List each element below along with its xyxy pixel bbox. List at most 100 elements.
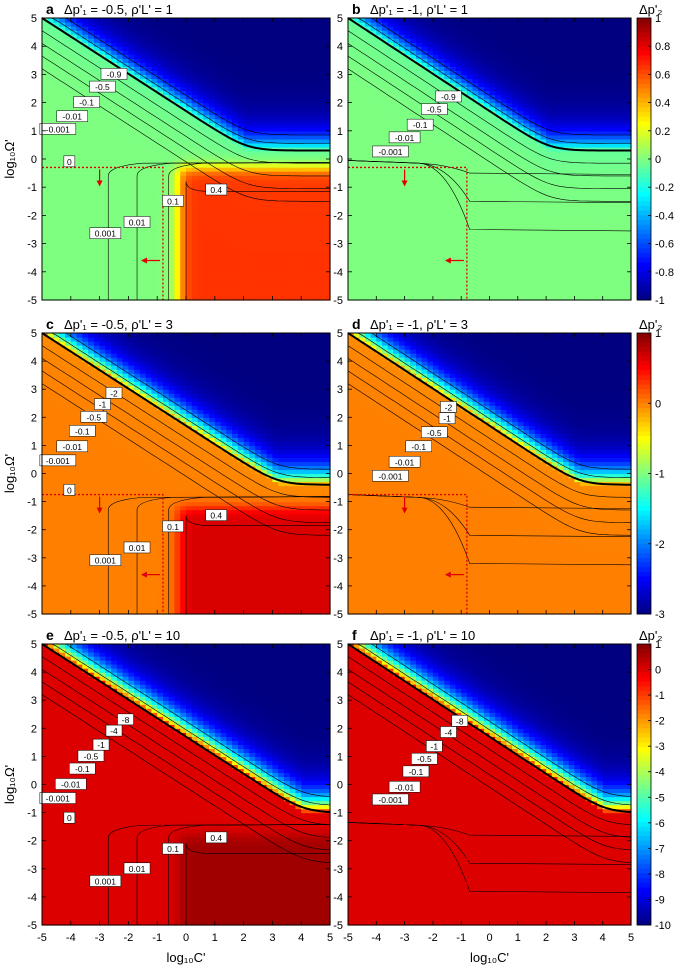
heatmap-cell xyxy=(382,264,388,269)
heatmap-cell xyxy=(174,139,180,144)
heatmap-cell xyxy=(348,135,354,140)
heatmap-cell xyxy=(295,207,301,212)
heatmap-cell xyxy=(405,264,411,269)
heatmap-cell xyxy=(416,191,422,196)
heatmap-cell xyxy=(365,191,371,196)
heatmap-cell xyxy=(180,115,186,120)
heatmap-cell xyxy=(382,268,388,273)
heatmap-cell xyxy=(249,74,255,79)
heatmap-cell xyxy=(255,78,261,83)
heatmap-cell xyxy=(295,223,301,228)
heatmap-cell xyxy=(249,272,255,277)
heatmap-cell xyxy=(301,54,307,59)
heatmap-cell xyxy=(82,74,88,79)
heatmap-cell xyxy=(359,187,365,192)
heatmap-cell xyxy=(354,135,360,140)
heatmap-cell xyxy=(180,211,186,216)
heatmap-cell xyxy=(307,215,313,220)
heatmap-cell xyxy=(203,203,209,208)
heatmap-cell xyxy=(238,199,244,204)
heatmap-cell xyxy=(215,58,221,63)
heatmap-cell xyxy=(94,195,100,200)
heatmap-cell xyxy=(163,215,169,220)
heatmap-cell xyxy=(54,276,60,281)
heatmap-cell xyxy=(348,159,354,164)
heatmap-cell xyxy=(249,232,255,237)
heatmap-cell xyxy=(267,42,273,47)
heatmap-cell xyxy=(42,199,48,204)
heatmap-cell xyxy=(65,46,71,51)
heatmap-cell xyxy=(244,30,250,35)
heatmap-cell xyxy=(174,260,180,265)
heatmap-cell xyxy=(318,34,324,39)
heatmap-cell xyxy=(284,62,290,67)
heatmap-cell xyxy=(169,264,175,269)
heatmap-cell xyxy=(439,232,445,237)
heatmap-cell xyxy=(71,147,77,152)
heatmap-cell xyxy=(186,191,192,196)
heatmap-cell xyxy=(410,268,416,273)
heatmap-cell xyxy=(65,211,71,216)
heatmap-cell xyxy=(232,284,238,289)
heatmap-cell xyxy=(215,46,221,51)
heatmap-cell xyxy=(427,276,433,281)
heatmap-cell xyxy=(192,219,198,224)
heatmap-cell xyxy=(174,244,180,249)
heatmap-cell xyxy=(186,179,192,184)
heatmap-cell xyxy=(244,123,250,128)
heatmap-cell xyxy=(249,223,255,228)
heatmap-cell xyxy=(290,207,296,212)
heatmap-cell xyxy=(301,70,307,75)
heatmap-cell xyxy=(117,86,123,91)
heatmap-cell xyxy=(348,34,354,39)
heatmap-cell xyxy=(359,46,365,51)
heatmap-cell xyxy=(232,248,238,253)
heatmap-cell xyxy=(313,22,319,27)
heatmap-cell xyxy=(128,119,134,124)
heatmap-cell xyxy=(272,223,278,228)
heatmap-cell xyxy=(174,256,180,261)
heatmap-cell xyxy=(244,42,250,47)
heatmap-cell xyxy=(88,22,94,27)
heatmap-cell xyxy=(313,127,319,132)
heatmap-cell xyxy=(249,82,255,87)
heatmap-cell xyxy=(450,215,456,220)
heatmap-cell xyxy=(388,115,394,120)
heatmap-cell xyxy=(405,187,411,192)
heatmap-cell xyxy=(198,91,204,96)
heatmap-cell xyxy=(365,232,371,237)
heatmap-cell xyxy=(255,38,261,43)
heatmap-cell xyxy=(163,143,169,148)
heatmap-cell xyxy=(249,123,255,128)
heatmap-cell xyxy=(203,227,209,232)
heatmap-cell xyxy=(82,183,88,188)
heatmap-cell xyxy=(410,292,416,297)
heatmap-cell xyxy=(307,264,313,269)
heatmap-cell xyxy=(163,50,169,55)
heatmap-cell xyxy=(192,30,198,35)
heatmap-cell xyxy=(244,119,250,124)
heatmap-cell xyxy=(105,38,111,43)
heatmap-cell xyxy=(221,207,227,212)
heatmap-cell xyxy=(354,46,360,51)
heatmap-cell xyxy=(301,240,307,245)
heatmap-cell xyxy=(140,288,146,293)
heatmap-cell xyxy=(318,191,324,196)
heatmap-cell xyxy=(318,219,324,224)
heatmap-cell xyxy=(255,107,261,112)
heatmap-cell xyxy=(140,34,146,39)
heatmap-cell xyxy=(278,22,284,27)
heatmap-cell xyxy=(388,187,394,192)
heatmap-cell xyxy=(157,139,163,144)
heatmap-cell xyxy=(295,107,301,112)
heatmap-cell xyxy=(232,99,238,104)
heatmap-cell xyxy=(128,131,134,136)
heatmap-cell xyxy=(371,195,377,200)
heatmap-cell xyxy=(42,91,48,96)
heatmap-cell xyxy=(290,62,296,67)
heatmap-cell xyxy=(226,107,232,112)
heatmap-cell xyxy=(422,30,428,35)
heatmap-cell xyxy=(433,155,439,160)
heatmap-cell xyxy=(221,272,227,277)
heatmap-cell xyxy=(174,82,180,87)
